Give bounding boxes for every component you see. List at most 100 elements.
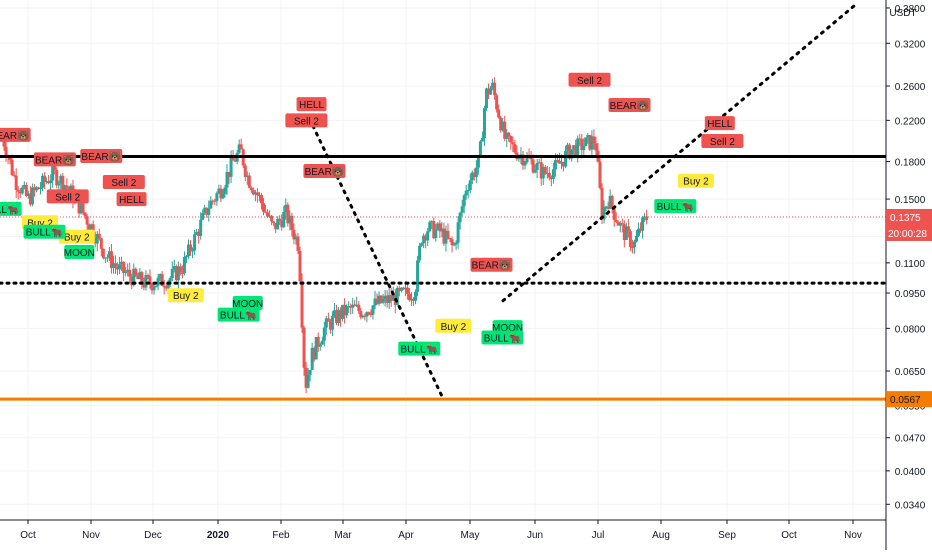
signal-label-box (704, 116, 735, 131)
signal-label-box (481, 330, 524, 345)
candle-body (426, 231, 430, 241)
x-tick-label: Jun (527, 530, 543, 541)
x-tick-label: Feb (272, 530, 290, 541)
signal-label-sell: BEAR🐻 (35, 153, 75, 166)
candle-body (466, 189, 470, 191)
candle-body (345, 306, 349, 316)
x-tick-label: 2020 (207, 530, 230, 541)
signal-label-box (0, 201, 22, 216)
candle-body (533, 169, 537, 173)
candle-body (564, 150, 568, 167)
candle-body (424, 235, 428, 241)
signal-label-box (116, 192, 147, 207)
y-tick-label: 0.0950 (895, 289, 926, 300)
candle-body (458, 212, 462, 223)
x-tick-label: Oct (20, 530, 36, 541)
candle-body (28, 193, 32, 205)
candle-body (495, 95, 499, 110)
candle-body (553, 160, 557, 170)
candle-body (482, 108, 486, 138)
y-tick-label: 0.2200 (895, 116, 926, 127)
candle-body (10, 160, 14, 175)
candle-body (114, 263, 118, 267)
candle-body (399, 287, 403, 291)
candle-body (290, 215, 294, 230)
signal-label-box (398, 341, 441, 356)
candle-body (41, 175, 45, 188)
candle-body (555, 160, 559, 162)
currency-label: USDT (889, 8, 916, 19)
candle-body (136, 275, 140, 280)
signal-label-box (568, 72, 611, 87)
signal-label-sell: Sell 2 (111, 178, 136, 189)
candlesticks (0, 77, 649, 394)
candle-body (341, 304, 345, 319)
candle-body (16, 189, 20, 192)
candle-body (312, 347, 316, 360)
x-tick-label: Jul (592, 530, 605, 541)
candle-body (12, 174, 16, 176)
candle-body (245, 175, 249, 177)
candle-body (474, 167, 478, 178)
candle-body (626, 226, 630, 232)
signal-label-box (435, 318, 472, 333)
candle-body (334, 310, 338, 323)
signal-labels: BEAR🐻 BEAR🐻 BEAR🐻 Sell 2 Sell 2 HELL HELL Sell … (0, 72, 744, 356)
candle-body (549, 177, 553, 179)
candle-body (523, 162, 527, 166)
signal-label-sell: Sell 2 (294, 116, 319, 127)
candle-body (357, 304, 361, 311)
candle-body (373, 298, 377, 306)
candle-body (407, 293, 411, 301)
candle-body (26, 193, 30, 196)
candle-body (213, 200, 217, 202)
candle-body (160, 274, 164, 286)
candle-body (292, 229, 296, 240)
candle-body (472, 172, 476, 178)
candle-body (339, 309, 343, 319)
candle-body (138, 272, 142, 280)
candle-body (349, 305, 353, 308)
candle-body (314, 336, 318, 360)
candle-body (156, 277, 160, 286)
candle-body (43, 175, 47, 183)
signal-label-box (608, 98, 651, 113)
candle-body (18, 191, 22, 194)
candle-body (105, 257, 109, 259)
signal-label-box (167, 288, 204, 303)
candle-body (276, 218, 280, 230)
candle-body (152, 287, 156, 291)
signal-label-sell: Sell 2 (577, 76, 602, 87)
candle-body (229, 157, 233, 177)
candle-body (416, 260, 420, 292)
candle-body (300, 281, 304, 328)
candle-body (170, 269, 174, 279)
signal-label-buy: Buy 2 (27, 218, 53, 229)
candle-body (634, 235, 638, 242)
candle-body (464, 190, 468, 196)
candle-body (180, 272, 184, 274)
candle-body (580, 138, 584, 151)
candle-body (103, 257, 107, 259)
candle-body (239, 144, 243, 150)
candle-body (604, 206, 608, 208)
candle-body (418, 245, 422, 261)
candle-body (440, 228, 444, 232)
candle-body (158, 274, 162, 278)
candle-body (225, 171, 229, 188)
candle-body (328, 321, 332, 330)
candle-body (529, 157, 533, 160)
signal-label-box (46, 189, 89, 204)
price-axis[interactable]: 0.38000.32000.26000.22000.18000.15000.12… (885, 0, 932, 550)
candle-body (148, 276, 152, 285)
candle-body (310, 347, 314, 370)
signal-label-box (23, 224, 66, 239)
candle-body (582, 145, 586, 151)
time-axis[interactable]: Oct Nov Dec 2020 Feb Mar Apr May Jun Jul Aug Sep Oct… (0, 519, 886, 541)
candle-body (316, 336, 320, 347)
candle-body (233, 160, 237, 162)
candle-body (211, 200, 215, 202)
candle-body (383, 295, 387, 300)
